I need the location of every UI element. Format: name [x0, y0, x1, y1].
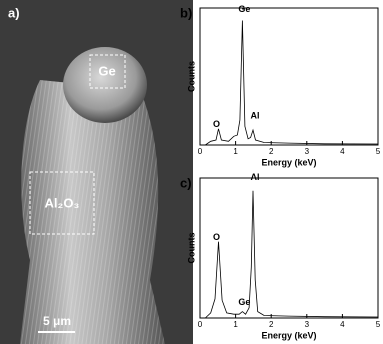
region-box [29, 171, 95, 235]
sem-fibers [20, 80, 165, 344]
x-tick-label: 1 [233, 320, 238, 329]
peak-label: O [213, 119, 220, 129]
y-axis-label: Counts [186, 61, 196, 92]
x-tick-label: 2 [269, 320, 274, 329]
x-tick-label: 4 [340, 320, 345, 329]
spectrum-line [205, 20, 379, 146]
x-tick-label: 4 [340, 147, 345, 156]
region-label: Ge [98, 63, 115, 78]
x-tick-label: 2 [269, 147, 274, 156]
sem-image: a) Ge Al₂O₃ 5 μm [0, 0, 193, 344]
region-box [89, 54, 126, 89]
x-tick-label: 5 [376, 320, 381, 329]
x-tick-label: 0 [198, 320, 203, 329]
x-tick-label: 0 [198, 147, 203, 156]
x-tick-label: 3 [305, 147, 310, 156]
x-tick-label: 3 [305, 320, 310, 329]
peak-label: Al [251, 172, 260, 182]
sem-cap [63, 47, 147, 123]
plot-frame [199, 7, 379, 146]
scale-label: 5 μm [43, 314, 71, 328]
plot-frame [199, 177, 379, 319]
spectrum-line [205, 190, 379, 319]
y-axis-label: Counts [186, 233, 196, 264]
panel-label: a) [8, 5, 20, 20]
panel-label: b) [180, 5, 192, 20]
x-axis-label: Energy (keV) [261, 157, 316, 167]
x-tick-label: 1 [233, 147, 238, 156]
peak-label: Ge [238, 297, 250, 307]
panel-label: c) [180, 175, 192, 190]
x-tick-label: 5 [376, 147, 381, 156]
peak-label: O [213, 232, 220, 242]
peak-label: Ge [238, 4, 250, 14]
x-axis-label: Energy (keV) [261, 330, 316, 340]
region-label: Al₂O₃ [45, 195, 80, 210]
peak-label: Al [251, 110, 260, 120]
